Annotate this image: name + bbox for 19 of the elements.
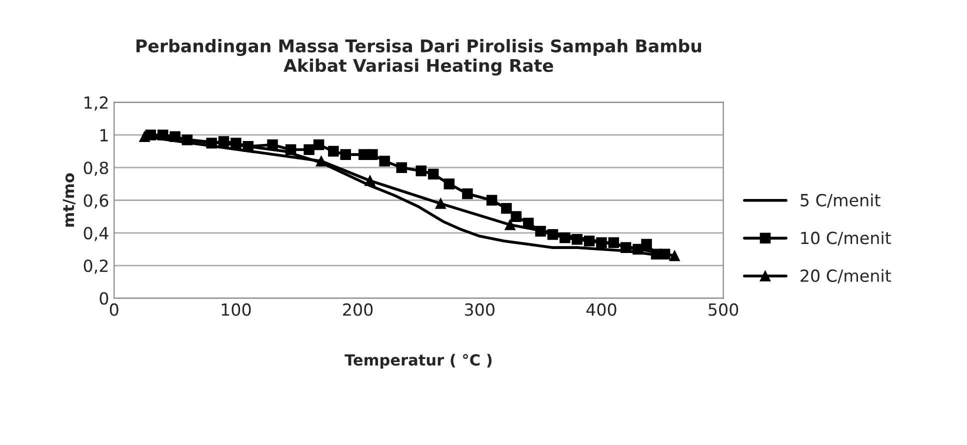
x-tick-label: 400 bbox=[586, 303, 616, 316]
y-axis-title: mt/mo bbox=[62, 173, 76, 227]
x-tick-label: 300 bbox=[464, 303, 494, 316]
x-tick-label: 500 bbox=[708, 303, 738, 316]
chart-title: Perbandingan Massa Tersisa Dari Pirolisis Sampah Bambu Akibat Variasi Heating Rate bbox=[136, 39, 702, 76]
legend-label: 5 C/menit bbox=[800, 194, 880, 208]
y-tick-label: 0,2 bbox=[84, 259, 108, 274]
x-tick-label: 0 bbox=[110, 303, 118, 316]
x-tick-label: 100 bbox=[222, 303, 251, 316]
y-tick-label: 0,4 bbox=[84, 226, 108, 242]
legend-label: 10 C/menit bbox=[801, 231, 891, 246]
y-tick-label: 0,6 bbox=[84, 194, 108, 209]
x-axis-title: Temperatur ( °C ) bbox=[344, 354, 492, 369]
y-tick-label: 0 bbox=[100, 292, 108, 305]
y-tick-label: 1,2 bbox=[84, 96, 108, 111]
y-tick-label: 0,8 bbox=[84, 162, 108, 176]
x-tick-label: 200 bbox=[343, 303, 373, 316]
legend-label: 20 C/menit bbox=[800, 269, 891, 284]
y-tick-label: 1 bbox=[100, 129, 108, 142]
